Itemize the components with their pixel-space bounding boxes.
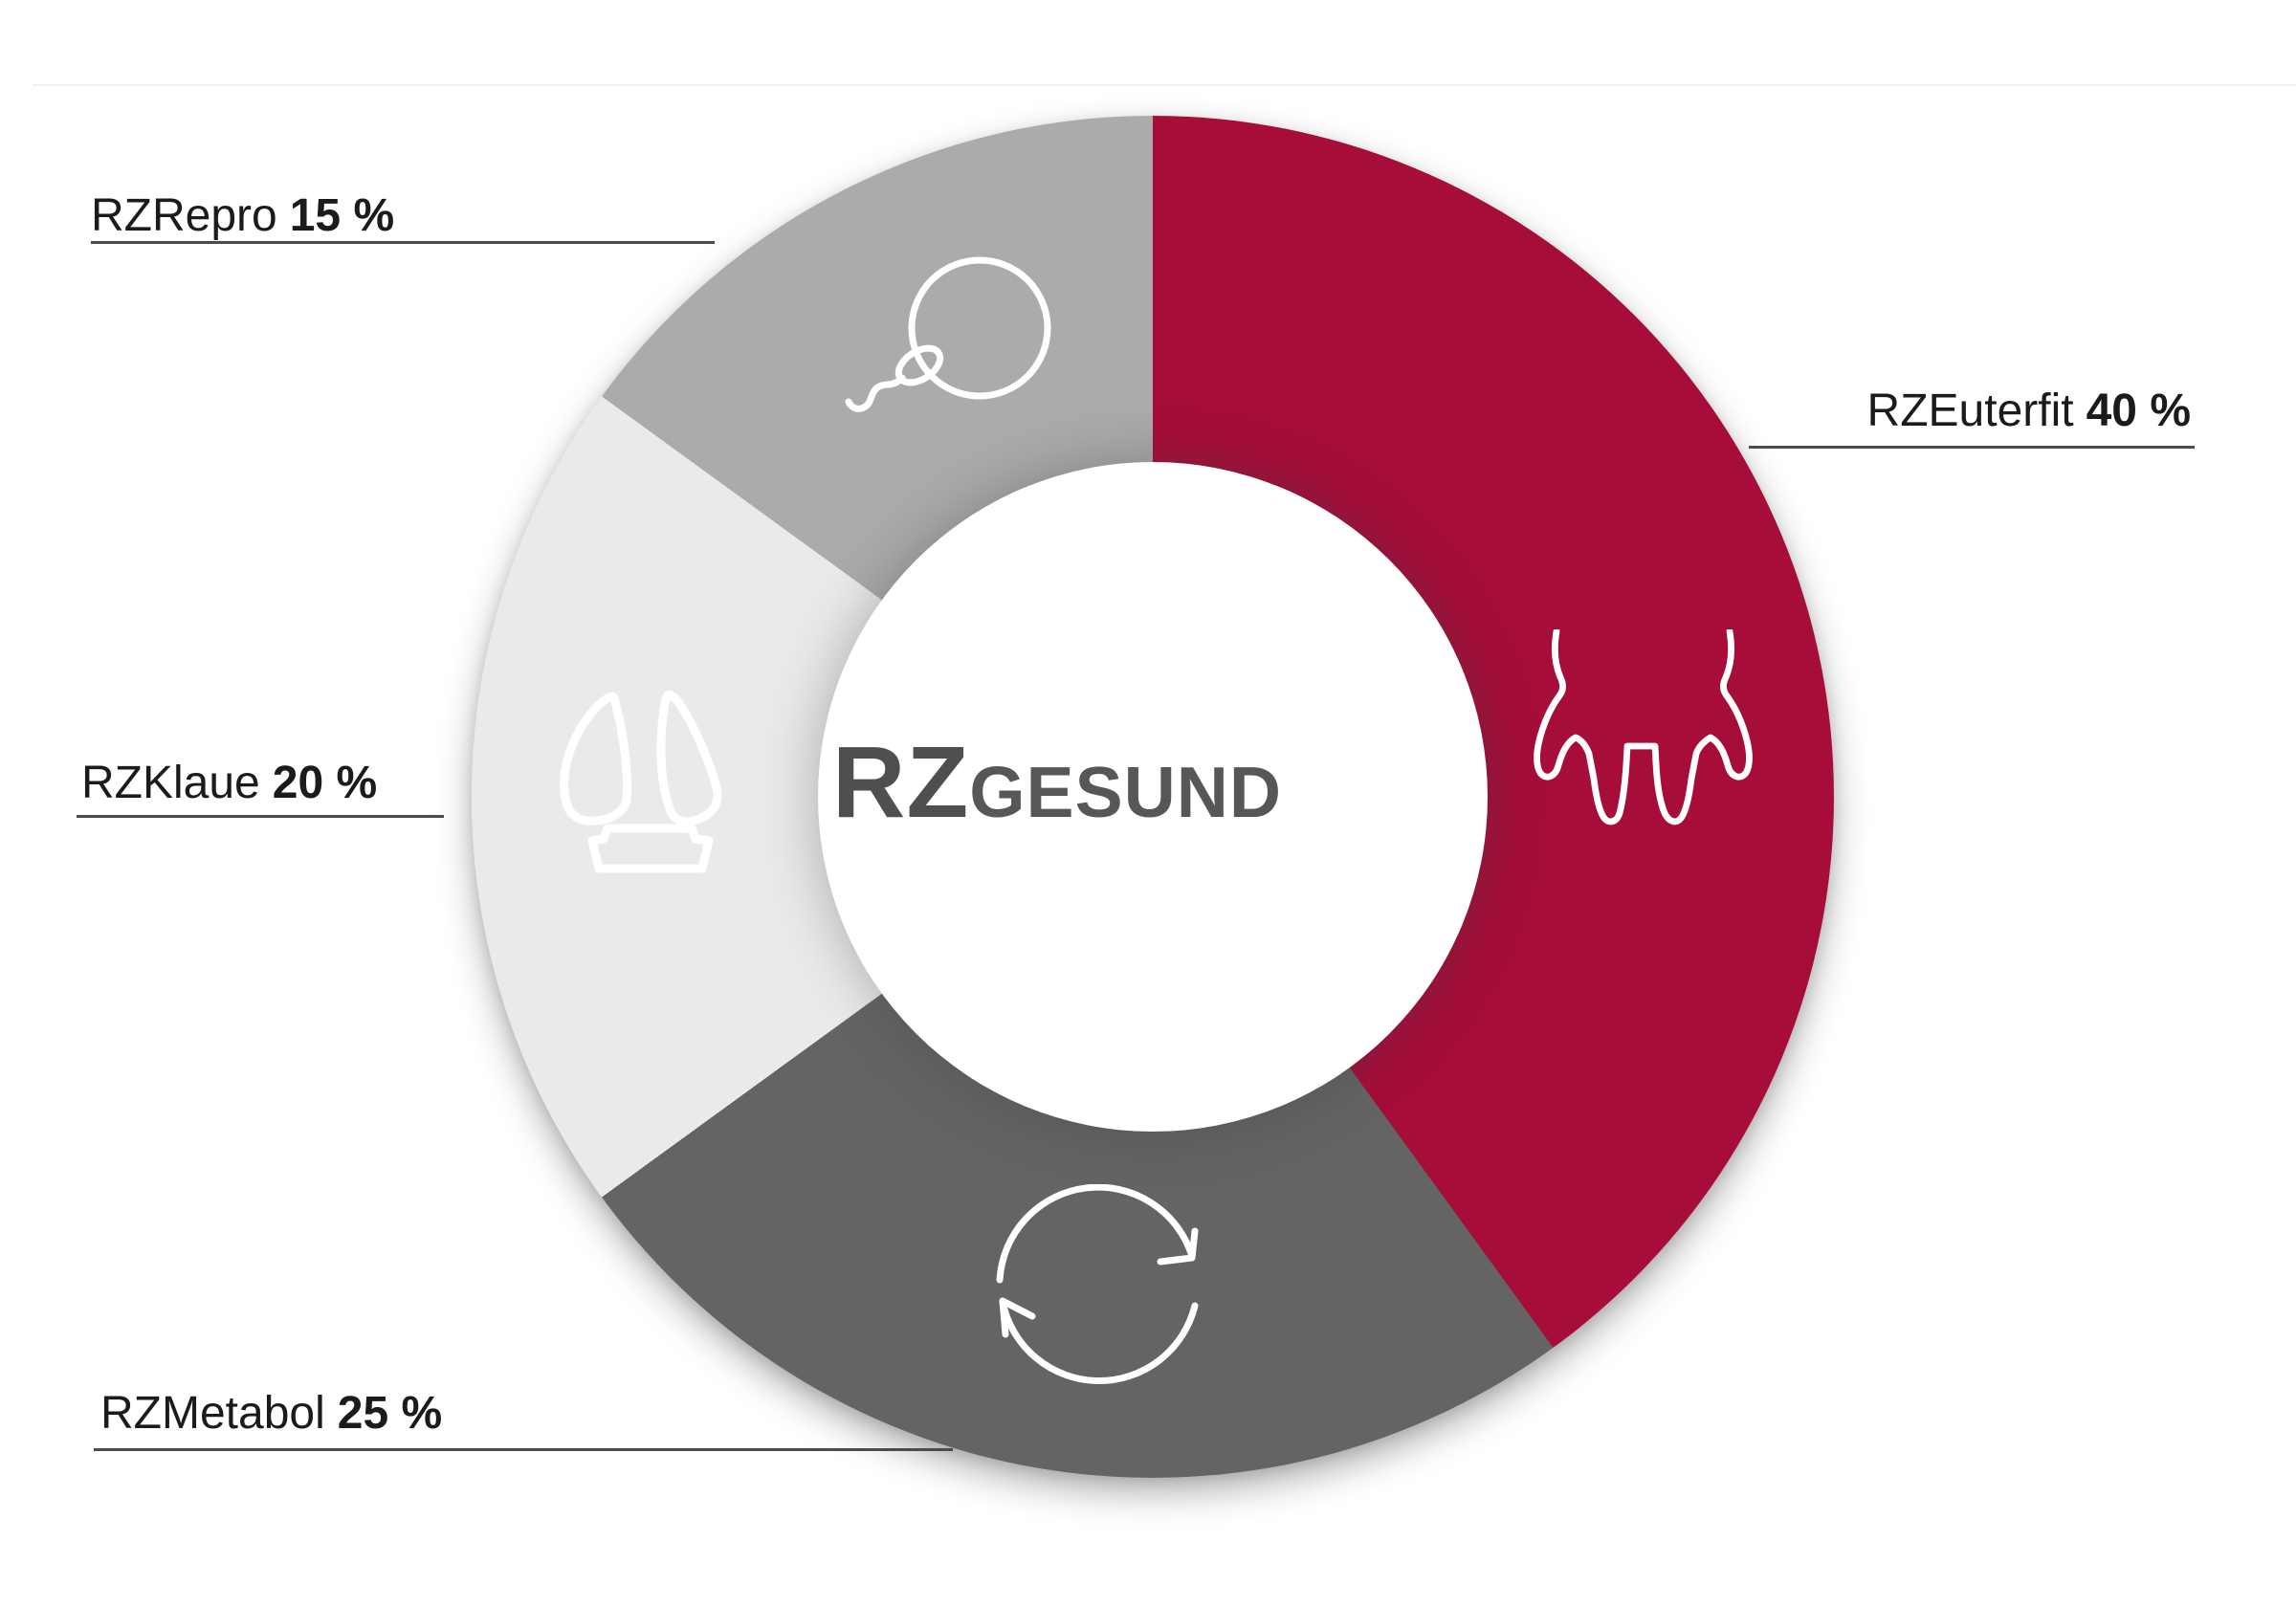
segment-name: RZKlaue <box>81 758 260 808</box>
segment-percent: 40 % <box>2086 385 2191 436</box>
label-rzklaue: RZKlaue 20 % <box>81 758 378 809</box>
segment-percent: 15 % <box>289 190 395 241</box>
center-label-main: RZ <box>831 726 970 839</box>
segment-name: RZMetabol <box>100 1388 325 1439</box>
rzklaue-leader-line <box>77 815 444 818</box>
donut-center <box>818 462 1488 1132</box>
rzrepro-leader-line <box>91 241 715 244</box>
segment-percent: 20 % <box>272 758 378 808</box>
segment-name: RZEuterfit <box>1866 385 2074 436</box>
center-label: RZGESUND <box>818 725 1296 841</box>
egg-sperm-icon <box>845 256 1051 412</box>
cycle-arrows-icon <box>996 1184 1199 1385</box>
udder-icon <box>1534 629 1753 826</box>
rzeuterfit-leader-line <box>1749 446 2195 449</box>
rzmetabol-leader-line <box>94 1448 953 1451</box>
label-rzrepro: RZRepro 15 % <box>91 190 395 242</box>
center-label-sub: GESUND <box>969 752 1283 832</box>
segment-percent: 25 % <box>337 1388 443 1439</box>
segment-name: RZRepro <box>91 190 277 241</box>
label-rzeuterfit: RZEuterfit 40 % <box>1749 385 2191 437</box>
hoof-icon <box>560 690 722 873</box>
card-top-border <box>33 84 2296 86</box>
label-rzmetabol: RZMetabol 25 % <box>100 1388 443 1440</box>
